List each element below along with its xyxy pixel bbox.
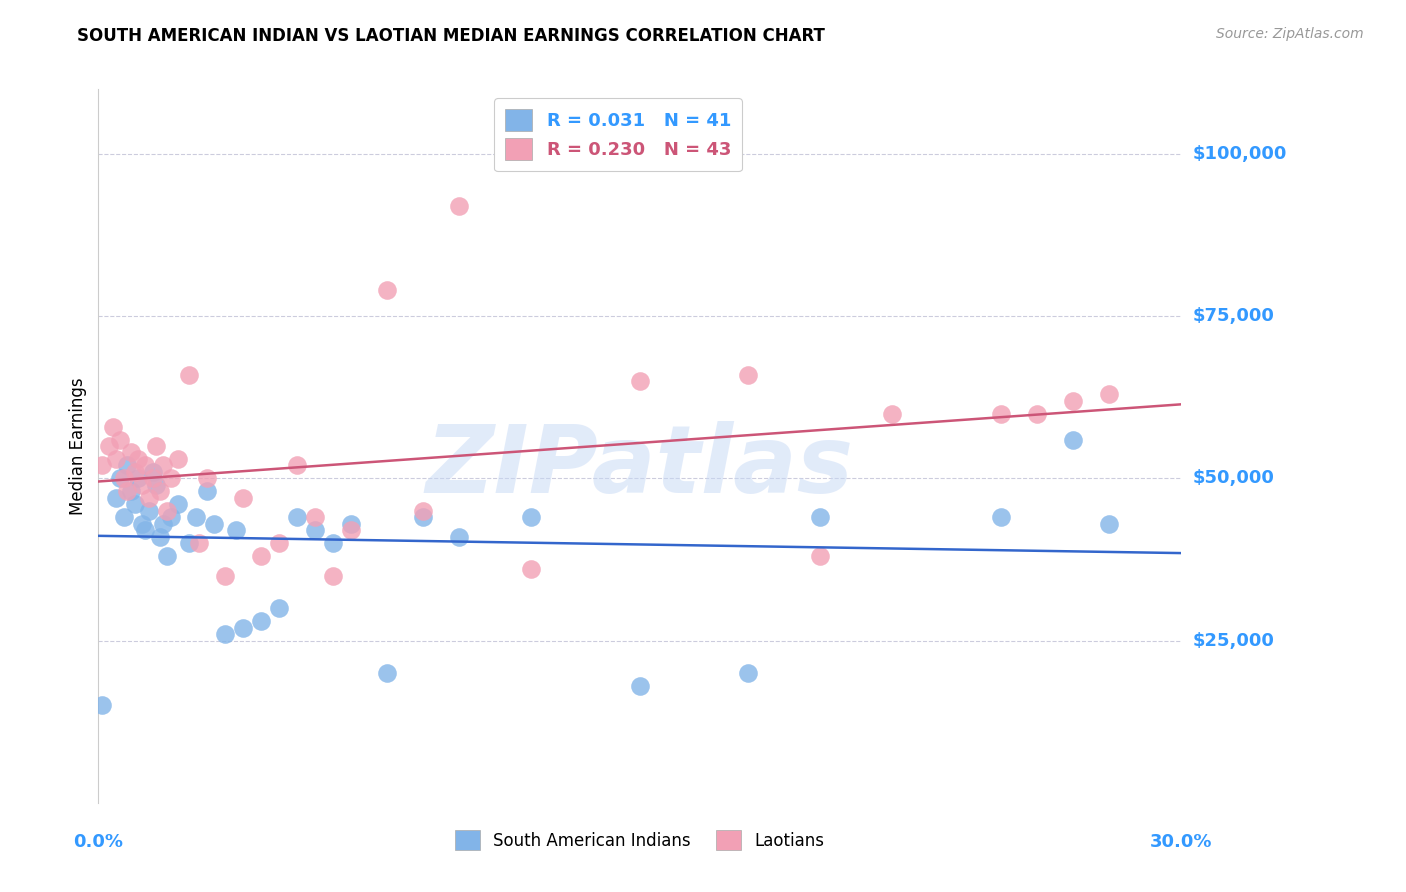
Text: $25,000: $25,000 (1192, 632, 1274, 649)
Point (375, 283, 398, 297)
Point (412, 504, 434, 518)
Y-axis label: Median Earnings: Median Earnings (69, 377, 87, 515)
Text: $75,000: $75,000 (1192, 307, 1274, 326)
Point (117, 458, 139, 473)
Point (108, 433, 131, 447)
Point (141, 465, 165, 479)
Point (214, 568, 236, 582)
Point (285, 510, 308, 524)
Point (412, 510, 434, 524)
Point (124, 465, 146, 479)
Point (127, 471, 149, 485)
Point (882, 407, 904, 421)
Point (177, 536, 200, 550)
Point (117, 484, 139, 499)
Point (156, 504, 179, 518)
Point (232, 621, 254, 635)
Point (145, 439, 167, 453)
Point (166, 497, 188, 511)
Text: 0.0%: 0.0% (73, 833, 124, 851)
Point (449, 199, 471, 213)
Point (149, 530, 172, 544)
Point (145, 478, 167, 492)
Point (195, 471, 218, 485)
Point (138, 504, 160, 518)
Point (152, 458, 174, 473)
Point (232, 491, 254, 505)
Point (134, 524, 156, 538)
Legend: South American Indians, Laotians: South American Indians, Laotians (447, 822, 832, 859)
Point (990, 510, 1012, 524)
Point (250, 549, 273, 564)
Point (1098, 516, 1121, 531)
Point (112, 510, 135, 524)
Point (127, 452, 149, 467)
Point (1098, 387, 1121, 401)
Point (149, 484, 172, 499)
Point (124, 497, 146, 511)
Point (91, 458, 114, 473)
Point (737, 368, 759, 382)
Point (520, 510, 543, 524)
Point (120, 445, 142, 459)
Point (375, 666, 398, 681)
Point (322, 568, 344, 582)
Point (520, 562, 543, 576)
Point (808, 549, 831, 564)
Point (188, 536, 211, 550)
Point (134, 458, 156, 473)
Text: $100,000: $100,000 (1192, 145, 1286, 163)
Point (322, 536, 344, 550)
Point (449, 530, 471, 544)
Text: Source: ZipAtlas.com: Source: ZipAtlas.com (1216, 27, 1364, 41)
Point (105, 452, 128, 467)
Point (98, 439, 121, 453)
Point (195, 484, 218, 499)
Point (1062, 393, 1084, 408)
Point (1025, 407, 1047, 421)
Point (214, 627, 236, 641)
Point (108, 471, 131, 485)
Point (112, 471, 135, 485)
Point (138, 491, 160, 505)
Point (990, 407, 1012, 421)
Point (101, 419, 124, 434)
Point (267, 601, 290, 615)
Point (105, 491, 128, 505)
Text: 30.0%: 30.0% (1150, 833, 1212, 851)
Point (131, 516, 153, 531)
Point (628, 679, 651, 693)
Point (737, 666, 759, 681)
Point (141, 471, 165, 485)
Point (152, 516, 174, 531)
Point (202, 516, 225, 531)
Point (628, 374, 651, 388)
Text: ZIPatlas: ZIPatlas (426, 421, 853, 514)
Point (267, 536, 290, 550)
Point (285, 458, 308, 473)
Point (166, 452, 188, 467)
Point (177, 368, 200, 382)
Point (91, 698, 114, 713)
Point (340, 524, 363, 538)
Point (808, 510, 831, 524)
Point (159, 471, 181, 485)
Text: $50,000: $50,000 (1192, 469, 1274, 487)
Point (159, 510, 181, 524)
Point (304, 510, 326, 524)
Point (304, 524, 326, 538)
Point (250, 614, 273, 628)
Point (156, 549, 179, 564)
Point (1062, 433, 1084, 447)
Point (340, 516, 363, 531)
Point (120, 484, 142, 499)
Text: SOUTH AMERICAN INDIAN VS LAOTIAN MEDIAN EARNINGS CORRELATION CHART: SOUTH AMERICAN INDIAN VS LAOTIAN MEDIAN … (77, 27, 825, 45)
Point (131, 478, 153, 492)
Point (225, 524, 247, 538)
Point (184, 510, 207, 524)
